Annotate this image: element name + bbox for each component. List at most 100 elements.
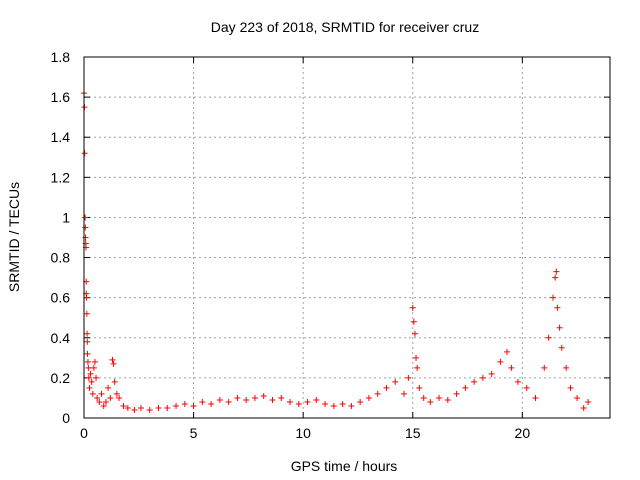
data-point xyxy=(383,384,390,391)
data-point xyxy=(304,398,311,405)
data-point xyxy=(479,374,486,381)
data-point xyxy=(553,268,560,275)
data-point xyxy=(269,396,276,403)
data-point xyxy=(124,404,131,411)
data-point xyxy=(488,370,495,377)
data-point xyxy=(563,364,570,371)
data-point xyxy=(102,398,109,405)
data-point xyxy=(330,402,337,409)
data-point xyxy=(93,374,100,381)
data-point xyxy=(414,364,421,371)
data-point xyxy=(173,402,180,409)
data-point xyxy=(190,402,197,409)
y-tick-label: 1.2 xyxy=(51,169,71,185)
data-point xyxy=(554,304,561,311)
data-point xyxy=(287,398,294,405)
data-point xyxy=(137,404,144,411)
data-point xyxy=(88,378,95,385)
data-point xyxy=(444,396,451,403)
data-point xyxy=(420,394,427,401)
data-point xyxy=(550,294,557,301)
y-tick-label: 0 xyxy=(62,410,70,426)
x-tick-label: 20 xyxy=(515,425,531,441)
data-point xyxy=(96,398,103,405)
data-point xyxy=(278,394,285,401)
data-point xyxy=(146,406,153,413)
data-point xyxy=(85,374,92,381)
data-point xyxy=(181,400,188,407)
data-point xyxy=(98,390,105,397)
data-point xyxy=(113,390,120,397)
data-point xyxy=(216,396,223,403)
data-point xyxy=(556,324,563,331)
data-point xyxy=(427,398,434,405)
data-point xyxy=(357,398,364,405)
data-point xyxy=(110,360,117,367)
data-point xyxy=(84,358,91,365)
data-point xyxy=(541,364,548,371)
data-point xyxy=(225,398,232,405)
data-point xyxy=(462,384,469,391)
data-point xyxy=(409,304,416,311)
data-point xyxy=(83,310,90,317)
data-point xyxy=(82,234,89,241)
data-point xyxy=(365,394,372,401)
data-point xyxy=(374,390,381,397)
data-point xyxy=(574,394,581,401)
data-point xyxy=(453,390,460,397)
chart-title: Day 223 of 2018, SRMTID for receiver cru… xyxy=(211,19,479,35)
data-point xyxy=(313,396,320,403)
data-point xyxy=(89,390,96,397)
data-point xyxy=(416,384,423,391)
data-point xyxy=(552,274,559,281)
data-point xyxy=(243,396,250,403)
data-point xyxy=(400,390,407,397)
y-tick-label: 1 xyxy=(62,209,70,225)
y-axis-title: SRMTID / TECUs xyxy=(6,182,22,292)
data-point xyxy=(105,384,112,391)
x-axis-title: GPS time / hours xyxy=(291,458,398,474)
data-point xyxy=(109,356,116,363)
data-point xyxy=(82,224,89,231)
data-point xyxy=(405,374,412,381)
x-tick-label: 5 xyxy=(190,425,198,441)
y-tick-label: 0.8 xyxy=(51,250,71,266)
data-point xyxy=(514,378,521,385)
data-point xyxy=(199,398,206,405)
y-tick-label: 0.2 xyxy=(51,370,71,386)
y-tick-label: 1.8 xyxy=(51,49,71,65)
x-tick-label: 10 xyxy=(295,425,311,441)
data-point xyxy=(436,394,443,401)
data-point xyxy=(558,344,565,351)
y-tick-label: 1.6 xyxy=(51,89,71,105)
data-point xyxy=(411,330,418,337)
data-point xyxy=(413,354,420,361)
data-point xyxy=(260,392,267,399)
data-point xyxy=(83,294,90,301)
data-point xyxy=(164,404,171,411)
data-point xyxy=(208,400,215,407)
data-point xyxy=(82,214,89,221)
data-point xyxy=(155,404,162,411)
data-point xyxy=(251,394,258,401)
data-point xyxy=(84,350,91,357)
data-point xyxy=(348,402,355,409)
data-point xyxy=(523,384,530,391)
data-point xyxy=(392,378,399,385)
data-point xyxy=(234,394,241,401)
data-point xyxy=(580,404,587,411)
data-point xyxy=(410,318,417,325)
data-point xyxy=(90,364,97,371)
data-point xyxy=(471,378,478,385)
data-point xyxy=(120,402,127,409)
data-point xyxy=(94,394,101,401)
data-point xyxy=(503,348,510,355)
data-point xyxy=(86,384,93,391)
y-tick-label: 0.4 xyxy=(51,330,71,346)
data-point xyxy=(111,378,118,385)
data-point xyxy=(545,334,552,341)
data-point xyxy=(91,358,98,365)
data-point xyxy=(339,400,346,407)
data-point xyxy=(84,330,91,337)
